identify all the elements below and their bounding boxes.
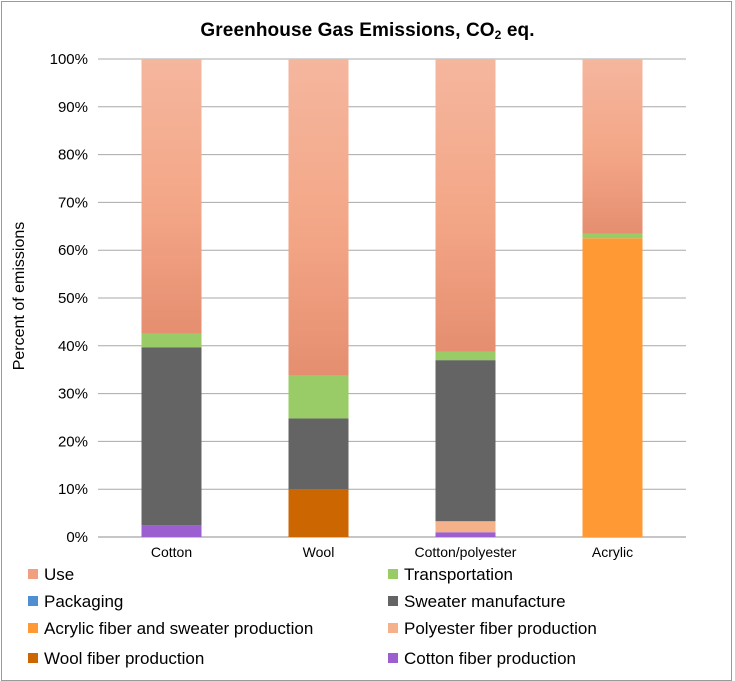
chart-title-subscript: 2 [494,28,502,42]
legend-item: Wool fiber production [28,649,204,669]
legend-swatch [388,623,398,633]
bar-segment-polyester-fiber-production [435,521,496,533]
legend-item: Sweater manufacture [388,592,566,612]
bar-segment-transportation [288,375,349,419]
bar-segment-use [141,59,202,334]
legend-label: Sweater manufacture [404,592,566,611]
legend-item: Use [28,565,74,585]
chart-title-text: Greenhouse Gas Emissions, CO [200,20,495,41]
legend-label: Packaging [44,592,124,611]
bar-segment-transportation [141,333,202,348]
legend-label: Wool fiber production [44,649,205,668]
bar-segment-use [435,59,496,352]
legend-item: Packaging [28,592,123,612]
bar-segment-cotton-fiber-production [141,525,202,537]
legend-swatch [388,653,398,663]
y-tick-label: 40% [58,338,88,355]
x-tick-label: Acrylic [592,544,633,560]
legend-swatch [28,596,38,606]
bar-segment-sweater-manufacture [288,418,349,490]
bar-segment-wool-fiber-production [288,489,349,537]
chart-title-suffix: eq. [501,20,535,41]
y-tick-label: 20% [58,433,88,450]
chart-legend: Use Transportation Packaging Sweater manufa… [0,560,735,673]
legend-item: Acrylic fiber and sweater production [28,619,313,639]
legend-label: Acrylic fiber and sweater production [44,619,314,638]
chart-title: Greenhouse Gas Emissions, CO2 eq. [0,20,735,42]
y-tick-label: 90% [58,99,88,116]
legend-swatch [28,569,38,579]
legend-swatch [388,569,398,579]
bar-segment-transportation [582,233,643,239]
bar-segment-sweater-manufacture [141,347,202,526]
legend-label: Polyester fiber production [404,619,597,638]
y-tick-label: 100% [50,51,88,68]
legend-item: Cotton fiber production [388,649,576,669]
legend-swatch [28,623,38,633]
legend-label: Transportation [404,565,513,584]
legend-swatch [388,596,398,606]
bar-segment-transportation [435,351,496,361]
legend-label: Cotton fiber production [404,649,576,668]
y-tick-label: 0% [66,529,88,546]
bar-segment-sweater-manufacture [435,360,496,522]
bar-segment-use [288,59,349,376]
y-tick-label: 10% [58,481,88,498]
x-tick-label: Cotton/polyester [415,544,517,560]
x-tick-label: Cotton [151,544,192,560]
y-tick-label: 50% [58,290,88,307]
bar-segment-use [582,59,643,234]
legend-item: Polyester fiber production [388,619,597,639]
x-tick-label: Wool [303,544,335,560]
y-tick-label: 70% [58,194,88,211]
y-tick-label: 80% [58,147,88,164]
bar-segment-cotton-fiber-production [435,532,496,537]
y-tick-label: 30% [58,386,88,403]
legend-label: Use [44,565,75,584]
y-tick-label: 60% [58,242,88,259]
legend-item: Transportation [388,565,513,585]
bar-segment-acrylic-fiber-and-sweater-production [582,238,643,537]
legend-swatch [28,653,38,663]
